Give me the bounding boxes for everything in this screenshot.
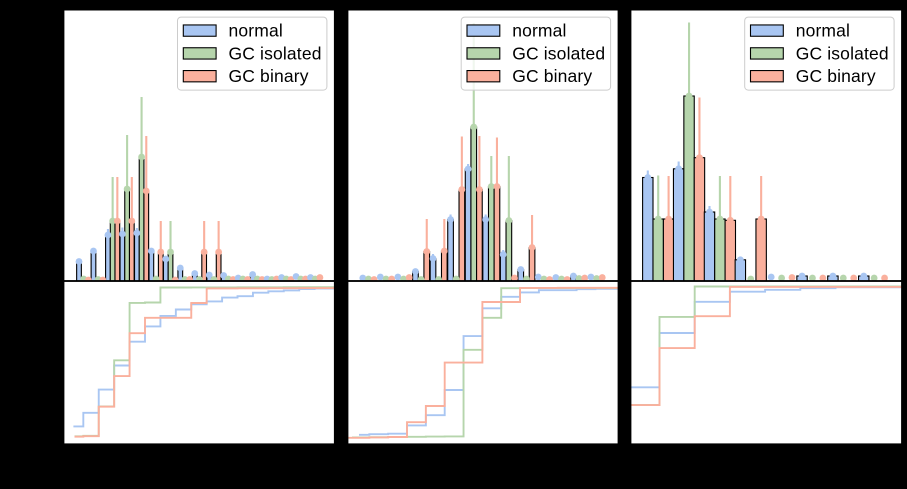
svg-text:GC binary: GC binary (229, 66, 309, 86)
svg-text:normal: normal (796, 21, 850, 41)
svg-text:normal: normal (512, 21, 566, 41)
svg-text:GC binary: GC binary (796, 66, 876, 86)
svg-text:GC isolated: GC isolated (512, 43, 605, 63)
svg-text:GC isolated: GC isolated (229, 43, 322, 63)
svg-text:GC binary: GC binary (512, 66, 592, 86)
svg-text:GC isolated: GC isolated (796, 43, 889, 63)
svg-text:normal: normal (229, 21, 283, 41)
